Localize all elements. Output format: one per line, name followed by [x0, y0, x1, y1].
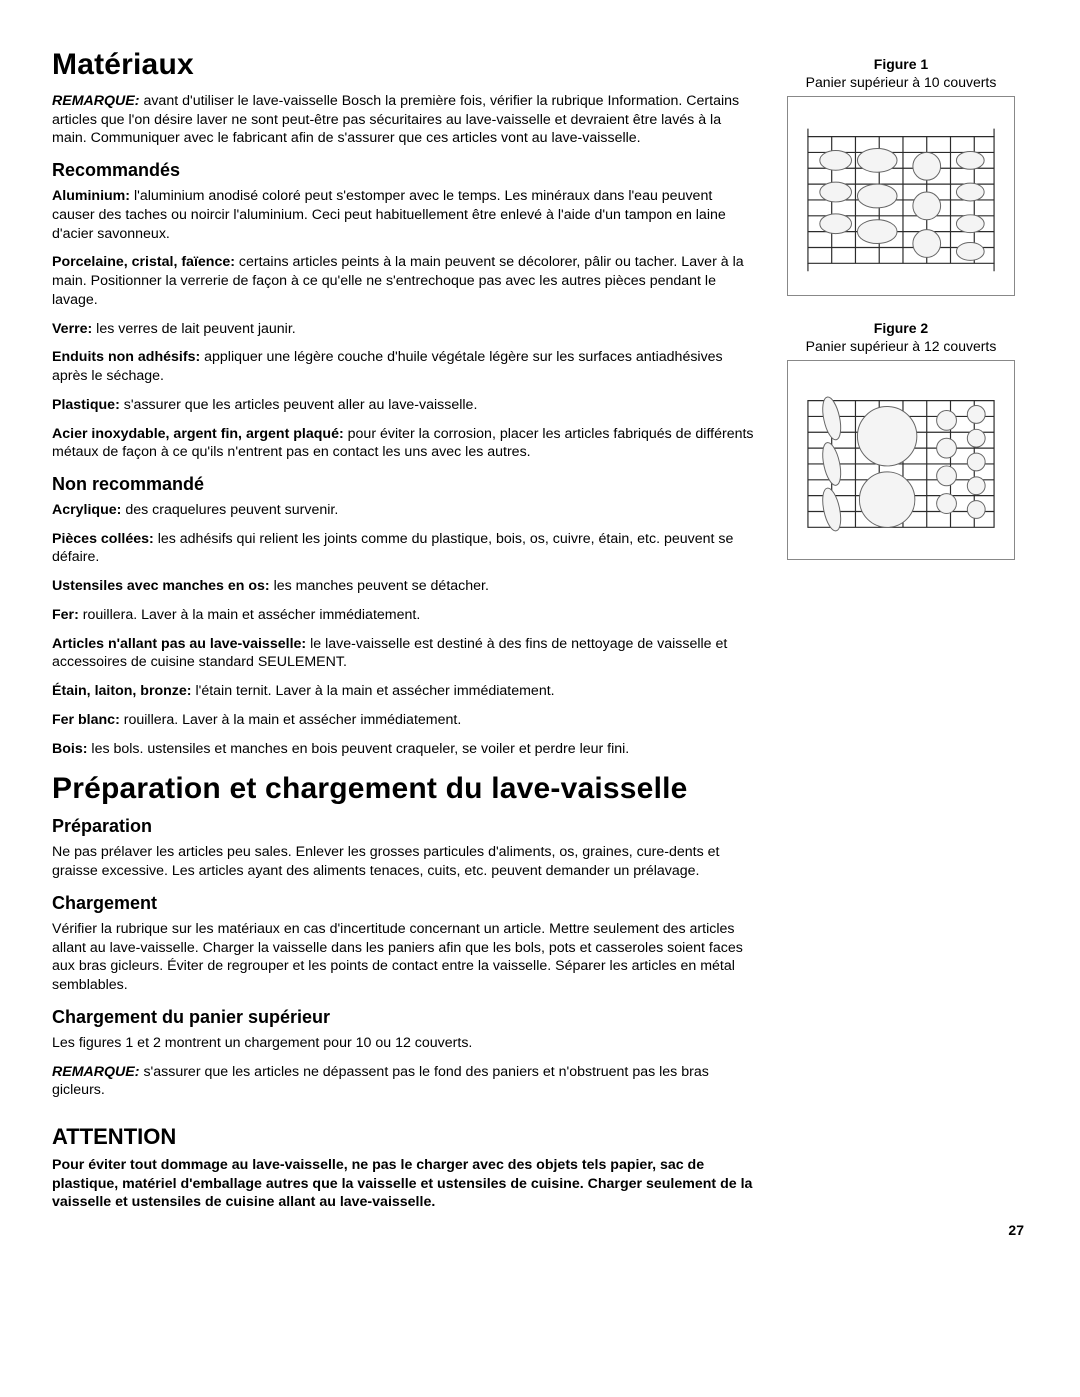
para-prep: Ne pas prélaver les articles peu sales. …: [52, 843, 754, 880]
figure1-caption: Panier supérieur à 10 couverts: [774, 74, 1028, 90]
remarque-text: avant d'utiliser le lave-vaisselle Bosch…: [52, 93, 739, 146]
remarque2-label: REMARQUE:: [52, 1064, 140, 1080]
remarque-1: REMARQUE: avant d'utiliser le lave-vaiss…: [52, 92, 754, 148]
para-chargement-sup: Les figures 1 et 2 montrent un chargemen…: [52, 1034, 754, 1053]
figure1-image: [787, 96, 1015, 296]
heading-recommandes: Recommandés: [52, 160, 754, 181]
remarque-label: REMARQUE:: [52, 93, 140, 109]
figure1-label: Figure 1: [774, 56, 1028, 72]
heading-preparation: Préparation et chargement du lave-vaisse…: [52, 772, 754, 806]
figure2-image: [787, 360, 1015, 560]
para-fer: Fer: rouillera. Laver à la main et asséc…: [52, 606, 754, 625]
para-bois: Bois: les bols. ustensiles et manches en…: [52, 740, 754, 759]
heading-prep: Préparation: [52, 816, 754, 837]
remarque-2: REMARQUE: s'assurer que les articles ne …: [52, 1063, 754, 1100]
para-articles: Articles n'allant pas au lave-vaisselle:…: [52, 635, 754, 672]
para-pieces: Pièces collées: les adhésifs qui relient…: [52, 530, 754, 567]
para-etain: Étain, laiton, bronze: l'étain ternit. L…: [52, 682, 754, 701]
remarque2-text: s'assurer que les articles ne dépassent …: [52, 1064, 709, 1099]
figure2-caption: Panier supérieur à 12 couverts: [774, 338, 1028, 354]
para-attention: Pour éviter tout dommage au lave-vaissel…: [52, 1156, 754, 1212]
heading-chargement-sup: Chargement du panier supérieur: [52, 1007, 754, 1028]
heading-non-recommande: Non recommandé: [52, 474, 754, 495]
para-plastique: Plastique: s'assurer que les articles pe…: [52, 396, 754, 415]
heading-materiaux: Matériaux: [52, 48, 754, 82]
para-ustensiles: Ustensiles avec manches en os: les manch…: [52, 577, 754, 596]
heading-attention: ATTENTION: [52, 1124, 754, 1150]
figure2-label: Figure 2: [774, 320, 1028, 336]
para-enduits: Enduits non adhésifs: appliquer une légè…: [52, 348, 754, 385]
para-acier: Acier inoxydable, argent fin, argent pla…: [52, 425, 754, 462]
para-aluminium: Aluminium: l'aluminium anodisé coloré pe…: [52, 187, 754, 243]
para-chargement: Vérifier la rubrique sur les matériaux e…: [52, 920, 754, 995]
page-number: 27: [1008, 1222, 1024, 1238]
para-acrylique: Acrylique: des craquelures peuvent surve…: [52, 501, 754, 520]
figure-column: Figure 1 Panier supérieur à 10 couverts: [774, 48, 1028, 1222]
para-porcelaine: Porcelaine, cristal, faïence: certains a…: [52, 253, 754, 309]
main-content: Matériaux REMARQUE: avant d'utiliser le …: [52, 48, 754, 1222]
para-verre: Verre: les verres de lait peuvent jaunir…: [52, 320, 754, 339]
heading-chargement: Chargement: [52, 893, 754, 914]
para-ferblanc: Fer blanc: rouillera. Laver à la main et…: [52, 711, 754, 730]
